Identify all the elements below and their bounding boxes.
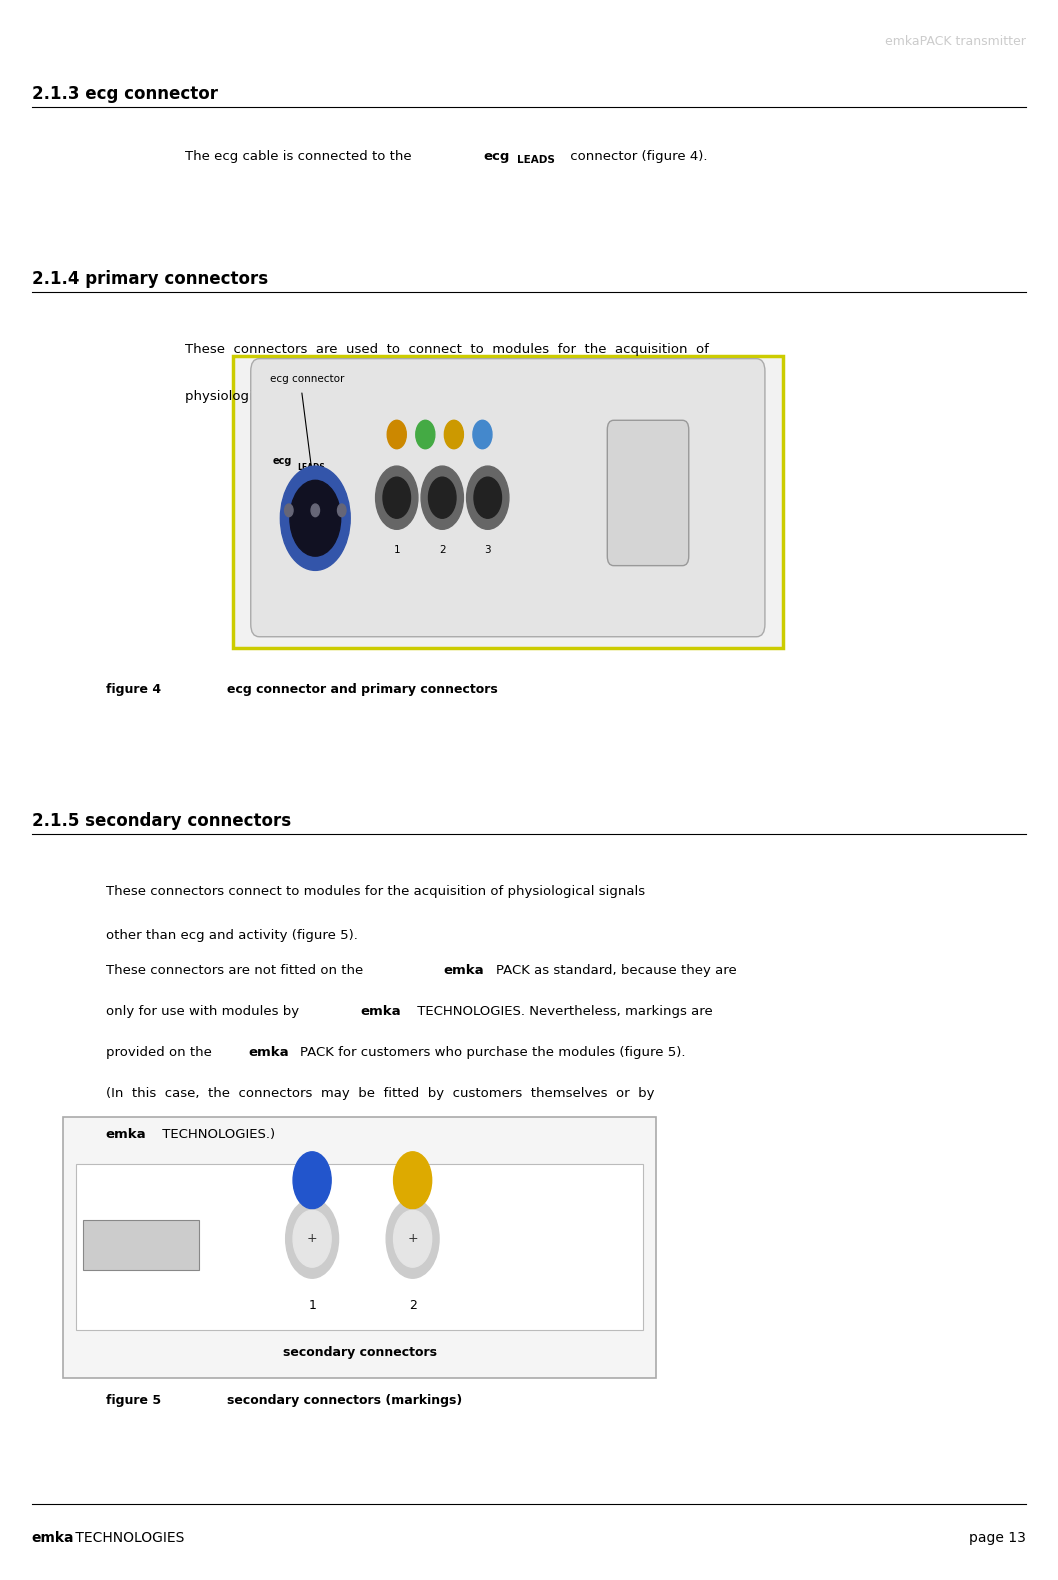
- Circle shape: [474, 477, 501, 518]
- Text: These connectors connect to modules for the acquisition of physiological signals: These connectors connect to modules for …: [106, 885, 645, 897]
- Text: 2.1.3 ecg connector: 2.1.3 ecg connector: [32, 85, 218, 103]
- Text: 1: 1: [394, 545, 400, 555]
- Text: LEADS: LEADS: [297, 463, 325, 472]
- Text: PACK for customers who purchase the modules (figure 5).: PACK for customers who purchase the modu…: [300, 1046, 686, 1059]
- Text: ecg connector and primary connectors: ecg connector and primary connectors: [227, 683, 498, 695]
- Text: only for use with modules by: only for use with modules by: [106, 1005, 304, 1018]
- Text: figure 4: figure 4: [106, 683, 161, 695]
- Text: These connectors are not fitted on the: These connectors are not fitted on the: [106, 964, 367, 976]
- Circle shape: [386, 1199, 439, 1278]
- Text: 2: 2: [408, 1299, 417, 1311]
- Circle shape: [387, 420, 406, 449]
- Circle shape: [467, 466, 509, 529]
- Circle shape: [394, 1210, 432, 1267]
- Text: physiological signals other than ecg and activity.: physiological signals other than ecg and…: [185, 390, 511, 403]
- Text: figure 5: figure 5: [106, 1394, 161, 1406]
- Circle shape: [280, 466, 350, 570]
- Circle shape: [285, 504, 293, 517]
- Text: secondary connectors: secondary connectors: [282, 1346, 437, 1359]
- FancyBboxPatch shape: [607, 420, 689, 566]
- Circle shape: [444, 420, 463, 449]
- Text: emka: emka: [106, 1128, 146, 1141]
- Text: 7: 7: [640, 480, 657, 506]
- Text: PACK as standard, because they are: PACK as standard, because they are: [495, 964, 736, 976]
- Circle shape: [428, 477, 456, 518]
- Text: other than ecg and activity (figure 5).: other than ecg and activity (figure 5).: [106, 929, 358, 942]
- Text: ecg: ecg: [273, 457, 292, 466]
- Text: connector (figure 4).: connector (figure 4).: [566, 150, 708, 163]
- Text: LEADS: LEADS: [517, 155, 555, 164]
- Text: TECHNOLOGIES: TECHNOLOGIES: [71, 1531, 184, 1545]
- Bar: [83, 1220, 199, 1270]
- Text: provided on the: provided on the: [106, 1046, 216, 1059]
- Circle shape: [473, 420, 492, 449]
- Circle shape: [376, 466, 418, 529]
- Text: page 13: page 13: [969, 1531, 1026, 1545]
- Text: 1: 1: [308, 1299, 316, 1311]
- Circle shape: [421, 466, 463, 529]
- Text: TECHNOLOGIES. Nevertheless, markings are: TECHNOLOGIES. Nevertheless, markings are: [413, 1005, 713, 1018]
- Text: ecg connector: ecg connector: [270, 374, 344, 384]
- Circle shape: [293, 1152, 331, 1209]
- Text: These  connectors  are  used  to  connect  to  modules  for  the  acquisition  o: These connectors are used to connect to …: [185, 343, 709, 356]
- FancyBboxPatch shape: [251, 359, 765, 637]
- Text: emkaPACK transmitter: emkaPACK transmitter: [886, 35, 1026, 47]
- Circle shape: [286, 1199, 339, 1278]
- Circle shape: [290, 480, 341, 556]
- Text: 2.1.5 secondary connectors: 2.1.5 secondary connectors: [32, 812, 291, 830]
- Text: emka: emka: [443, 964, 484, 976]
- Circle shape: [311, 504, 320, 517]
- Bar: [233, 356, 783, 648]
- Text: +: +: [307, 1232, 317, 1245]
- Circle shape: [394, 1152, 432, 1209]
- Text: 2.1.4 primary connectors: 2.1.4 primary connectors: [32, 270, 268, 288]
- Text: ecg: ecg: [484, 150, 510, 163]
- Circle shape: [416, 420, 435, 449]
- Text: TECHNOLOGIES.): TECHNOLOGIES.): [159, 1128, 275, 1141]
- Text: (In  this  case,  the  connectors  may  be  fitted  by  customers  themselves  o: (In this case, the connectors may be fit…: [106, 1087, 654, 1100]
- Circle shape: [338, 504, 346, 517]
- Text: 3: 3: [485, 545, 491, 555]
- Text: emka: emka: [248, 1046, 289, 1059]
- Text: The ecg cable is connected to the: The ecg cable is connected to the: [185, 150, 416, 163]
- Circle shape: [293, 1210, 331, 1267]
- Text: emka: emka: [361, 1005, 401, 1018]
- Text: secondary connectors (markings): secondary connectors (markings): [227, 1394, 462, 1406]
- Circle shape: [383, 477, 411, 518]
- Text: 2: 2: [439, 545, 445, 555]
- Bar: [76, 1164, 643, 1330]
- Text: +: +: [407, 1232, 418, 1245]
- Text: emka: emka: [32, 1531, 74, 1545]
- Bar: [63, 1117, 656, 1378]
